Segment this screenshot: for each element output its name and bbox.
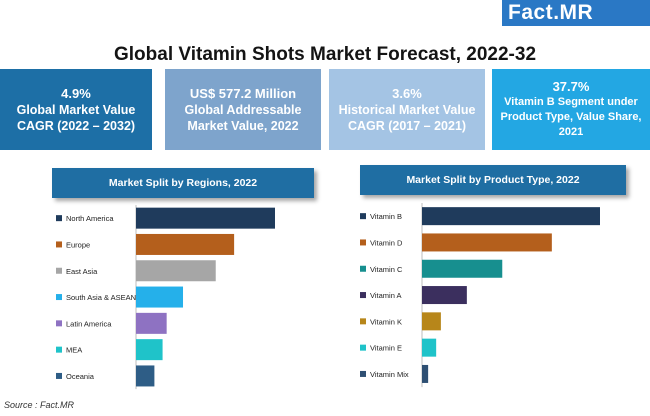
category-label: MEA — [66, 346, 82, 355]
category-swatch — [360, 292, 366, 299]
category-label: Latin America — [66, 319, 112, 328]
regions-bar-chart: North America Europe East Asia South Asia &… — [56, 205, 275, 390]
category-label: Vitamin C — [370, 265, 403, 274]
logo-prefix: Fact — [508, 1, 554, 24]
category-label: Vitamin K — [370, 317, 402, 326]
kpi-text: Historical Market Value CAGR (2017 – 202… — [338, 102, 476, 133]
category-label: Europe — [66, 240, 90, 249]
category-label: Vitamin B — [370, 212, 402, 221]
bar — [136, 365, 155, 387]
bar — [136, 260, 216, 282]
category-swatch — [360, 370, 366, 377]
category-label: East Asia — [66, 267, 98, 276]
bar — [422, 207, 600, 226]
source-note: Source : Fact.MR — [4, 400, 75, 410]
logo-suffix: .MR — [553, 1, 594, 24]
category-swatch — [360, 213, 366, 220]
kpi-text: Global Market Value CAGR (2022 – 2032) — [16, 102, 136, 133]
kpi-card-historical-cagr: 3.6% Historical Market Value CAGR (2017 … — [329, 69, 485, 150]
kpi-value: 4.9% — [61, 85, 91, 101]
bar — [136, 207, 275, 229]
kpi-value: 37.7% — [552, 79, 590, 94]
bar — [422, 364, 429, 383]
product-type-bar-chart: Vitamin B Vitamin D Vitamin C Vitamin A Vita… — [360, 203, 600, 388]
category-swatch — [56, 320, 62, 327]
category-swatch — [56, 241, 62, 248]
bar — [422, 286, 467, 305]
bar — [422, 338, 437, 357]
factmr-logo: Fact.MR — [502, 0, 650, 26]
bar — [136, 312, 167, 334]
bar — [422, 312, 441, 331]
category-swatch — [360, 344, 366, 351]
regions-chart-title: Market Split by Regions, 2022 — [52, 168, 314, 198]
category-swatch — [360, 318, 366, 325]
bar — [136, 339, 163, 361]
category-swatch — [56, 346, 62, 353]
category-swatch — [56, 294, 62, 301]
kpi-value: US$ 577.2 Million — [189, 85, 297, 101]
kpi-text: Global Addressable Market Value, 2022 — [184, 102, 302, 133]
kpi-value: 3.6% — [392, 85, 422, 101]
category-swatch — [360, 239, 366, 246]
category-label: Vitamin D — [370, 238, 403, 247]
category-label: Oceania — [66, 372, 95, 381]
category-label: Vitamin Mix — [370, 370, 409, 379]
category-label: North America — [66, 214, 114, 223]
bar — [136, 233, 235, 255]
bar — [136, 286, 184, 308]
product-type-chart-title: Market Split by Product Type, 2022 — [360, 165, 626, 195]
kpi-text: Vitamin B Segment under Product Type, Va… — [500, 96, 642, 138]
category-label: South Asia & ASEAN — [66, 293, 136, 302]
category-swatch — [360, 265, 366, 272]
kpi-card-cagr: 4.9% Global Market Value CAGR (2022 – 20… — [0, 69, 152, 150]
kpi-card-market-value: US$ 577.2 Million Global Addressable Mar… — [165, 69, 321, 150]
bar — [422, 233, 552, 252]
category-swatch — [56, 215, 62, 222]
bar — [422, 259, 503, 278]
category-label: Vitamin A — [370, 291, 402, 300]
page-title: Global Vitamin Shots Market Forecast, 20… — [113, 44, 537, 65]
category-label: Vitamin E — [370, 344, 402, 353]
category-swatch — [56, 267, 62, 274]
kpi-card-vitamin-b-share: 37.7% Vitamin B Segment under Product Ty… — [492, 69, 650, 150]
category-swatch — [56, 372, 62, 379]
